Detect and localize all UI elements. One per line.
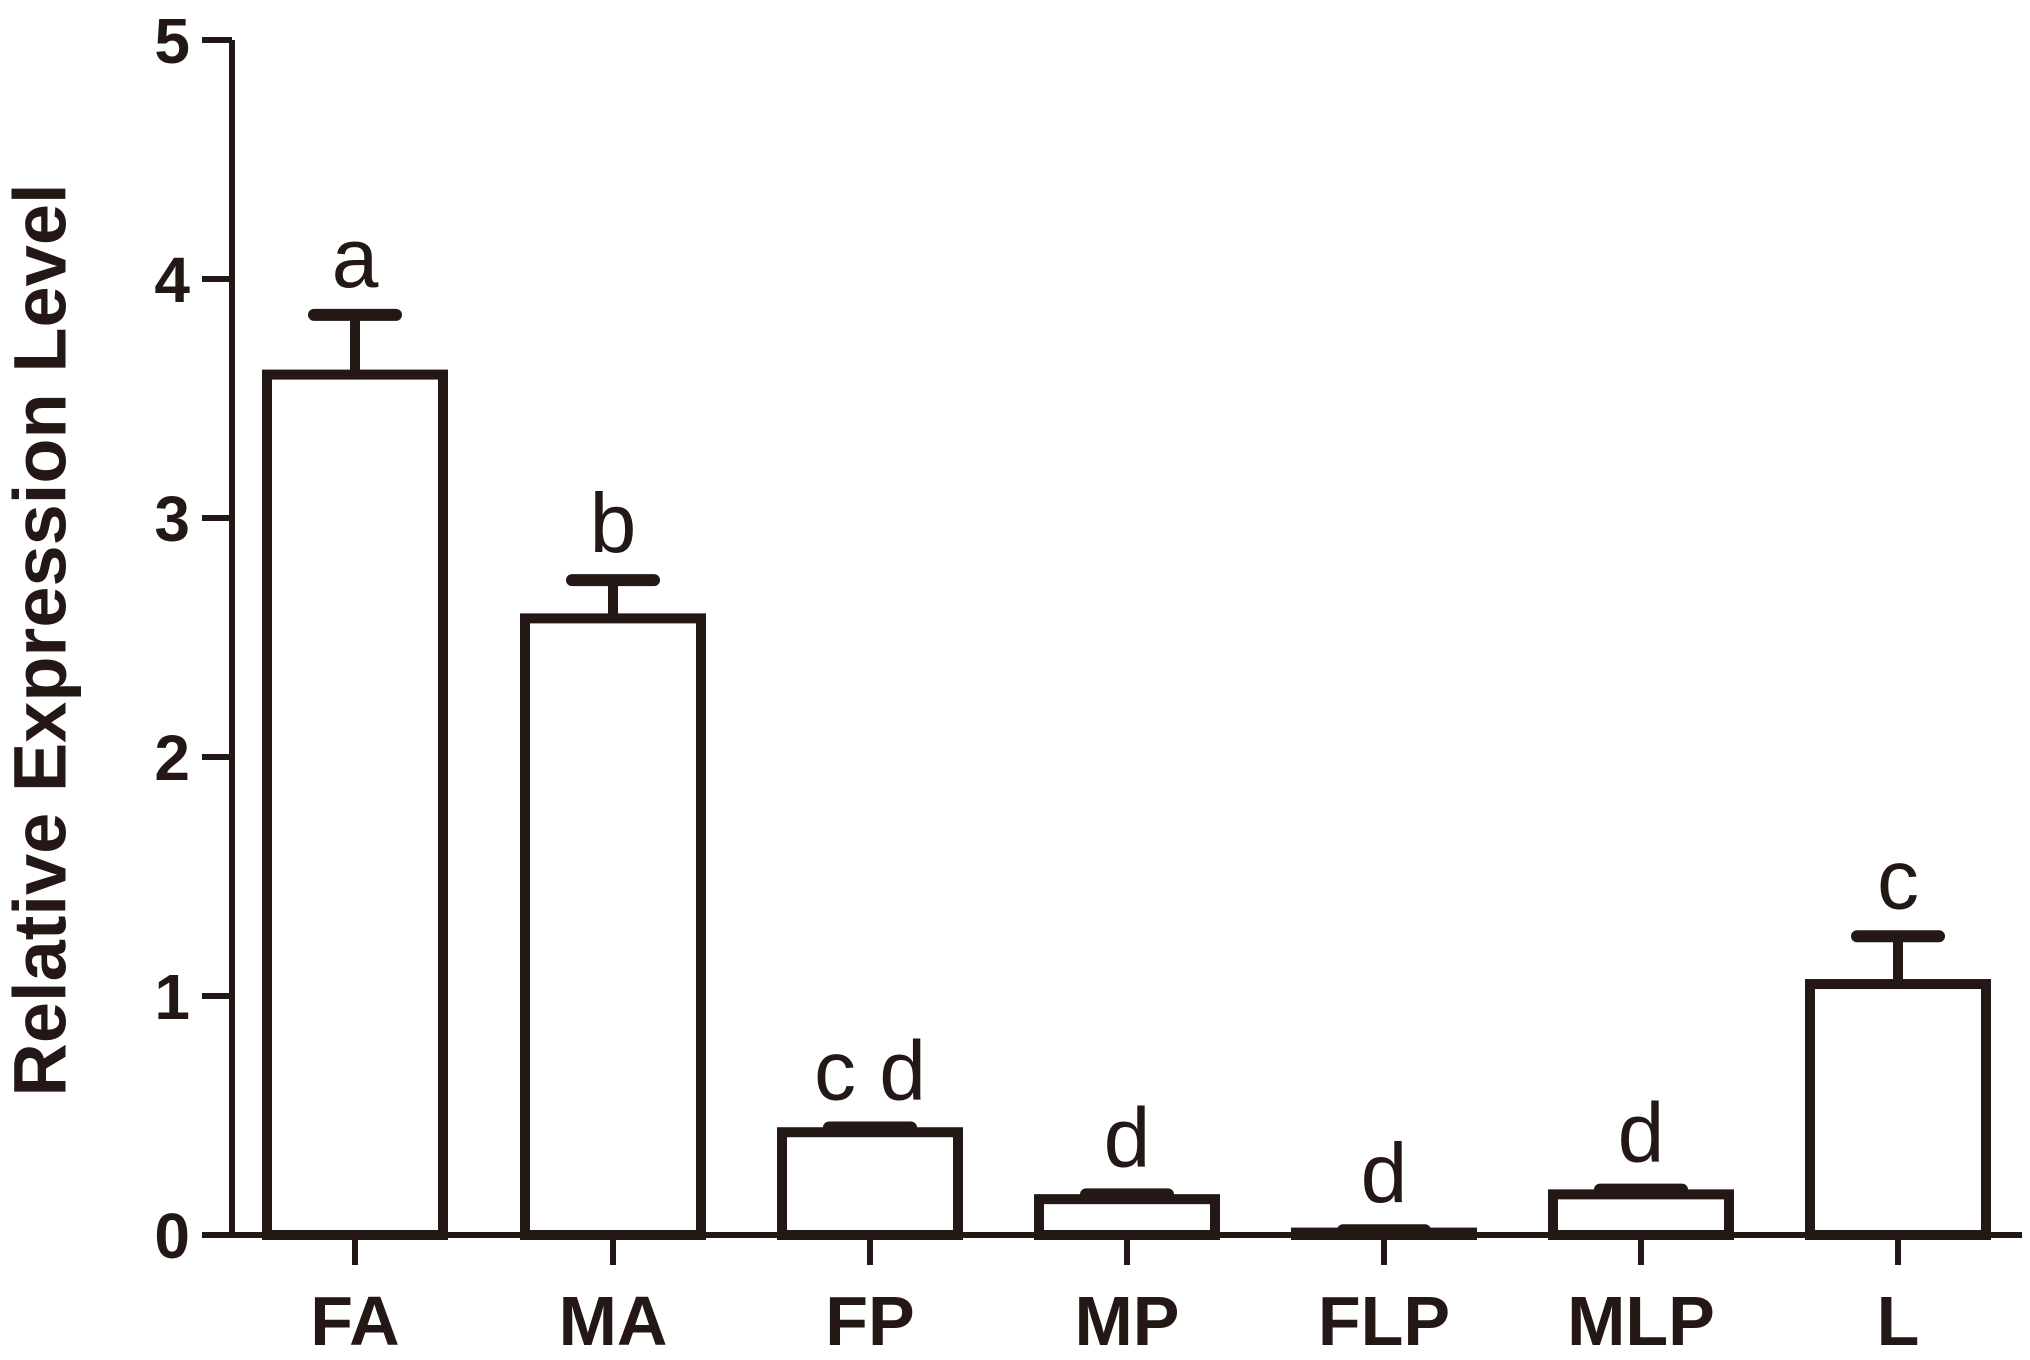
y-tick-label: 3 [154,483,190,555]
x-tick-label: MP [1075,1282,1180,1360]
significance-label: d [1618,1086,1665,1180]
bar [1034,1194,1220,1241]
bar [520,613,706,1240]
y-tick-label: 2 [154,722,190,794]
y-tick-label: 5 [154,5,190,77]
significance-label: a [332,211,379,305]
y-tick-label: 4 [154,244,190,316]
bar [1548,1189,1734,1240]
significance-label: d [1104,1090,1151,1184]
bar [262,369,448,1241]
y-tick-label: 1 [154,961,190,1033]
significance-label: d [1361,1126,1408,1220]
y-tick-label: 0 [154,1200,190,1272]
significance-label: c d [814,1023,926,1117]
x-tick-label: MLP [1567,1282,1715,1360]
x-tick-label: FA [310,1282,399,1360]
x-tick-label: FLP [1318,1282,1450,1360]
x-tick-label: FP [825,1282,914,1360]
significance-label: c [1877,832,1919,926]
bar [777,1127,963,1240]
significance-label: b [590,476,637,570]
x-tick-label: MA [559,1282,668,1360]
bar [1805,979,1991,1240]
x-tick-label: L [1877,1282,1920,1360]
